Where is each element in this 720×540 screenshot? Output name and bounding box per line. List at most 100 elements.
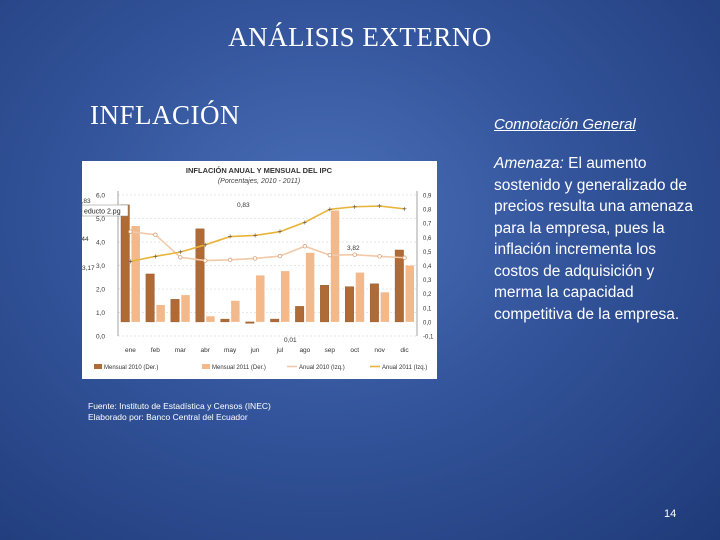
- threat-text: El aumento sostenido y generalizado de p…: [494, 155, 694, 323]
- left-tick-label: 6,0: [96, 193, 105, 200]
- bar-mensual-2011: [405, 265, 415, 322]
- point-anual-2011: +: [352, 202, 357, 211]
- point-anual-2010: [377, 254, 382, 259]
- point-anual-2011: +: [178, 248, 183, 257]
- point-anual-2011: +: [128, 257, 133, 266]
- bar-mensual-2011: [206, 316, 215, 322]
- point-anual-2010: [178, 255, 183, 260]
- category-label: ene: [125, 347, 136, 354]
- legend-label: Mensual 2010 (Der.): [104, 365, 158, 371]
- data-label: 3,17: [82, 265, 95, 272]
- category-label: oct: [350, 347, 359, 354]
- slide-subtitle: INFLACIÓN: [90, 100, 240, 130]
- bar-mensual-2011: [256, 275, 265, 322]
- connotation-label: Connotación General: [494, 116, 636, 133]
- chart-title: INFLACIÓN ANUAL Y MENSUAL DEL IPC: [186, 166, 333, 175]
- right-tick-label: 0,2: [423, 292, 432, 298]
- bar-mensual-2011: [380, 292, 390, 322]
- right-tick-label: 0,1: [423, 306, 432, 312]
- point-anual-2010: [128, 229, 133, 234]
- point-anual-2011: +: [402, 204, 407, 213]
- bar-mensual-2010: [394, 249, 404, 323]
- right-tick-label: 0,9: [423, 194, 432, 200]
- bar-mensual-2010: [295, 306, 305, 323]
- point-anual-2010: [252, 256, 258, 261]
- right-tick-label: 0,8: [423, 208, 432, 214]
- bar-mensual-2011: [305, 252, 315, 322]
- chart-subtitle: (Porcentajes, 2010 - 2011): [218, 178, 300, 185]
- left-tick-label: 1,0: [96, 310, 105, 317]
- left-tick-label: 2,0: [96, 287, 105, 294]
- threat-label: Amenaza:: [494, 155, 564, 172]
- data-label: 0,01: [284, 337, 297, 344]
- point-anual-2011: +: [253, 231, 258, 240]
- bar-mensual-2010: [270, 318, 280, 323]
- bar-mensual-2011: [355, 272, 365, 322]
- point-anual-2011: +: [153, 252, 158, 261]
- point-anual-2010: [352, 252, 357, 257]
- point-anual-2011: +: [278, 227, 283, 236]
- line-anual-2011: [130, 205, 405, 263]
- bar-mensual-2011: [131, 226, 140, 322]
- overlay-text: educto 2.pg: [84, 209, 121, 216]
- bar-mensual-2010: [320, 285, 329, 323]
- line-anual-2010: [130, 230, 405, 262]
- point-anual-2011: +: [203, 240, 208, 249]
- category-label: jul: [276, 347, 284, 354]
- right-tick-label: 0,5: [423, 250, 432, 256]
- left-tick-label: 5,0: [96, 216, 105, 223]
- page-number: 14: [664, 508, 677, 520]
- analysis-panel: Connotación General Amenaza: El aumento …: [494, 116, 694, 325]
- legend-swatch: [202, 364, 210, 369]
- point-anual-2010: [402, 255, 407, 260]
- point-anual-2010: [203, 258, 208, 263]
- left-tick-label: 3,0: [96, 263, 105, 270]
- legend-swatch: [94, 364, 102, 369]
- overlay-box: [82, 204, 129, 217]
- left-tick-label: 0,0: [96, 334, 105, 341]
- bar-mensual-2011: [231, 300, 240, 322]
- category-label: mar: [175, 347, 187, 354]
- source-line: Fuente: Instituto de Estadística y Censo…: [88, 401, 271, 411]
- bar-mensual-2011: [330, 210, 340, 322]
- slide-title: ANÁLISIS EXTERNO: [228, 22, 492, 52]
- bar-mensual-2010: [145, 273, 155, 323]
- bar-mensual-2010: [195, 228, 205, 323]
- bar-mensual-2011: [280, 271, 290, 322]
- data-label: 0,83: [82, 198, 91, 205]
- bar-mensual-2010: [345, 286, 354, 323]
- point-anual-2011: +: [228, 232, 233, 241]
- bar-mensual-2010: [369, 283, 379, 323]
- point-anual-2010: [327, 252, 332, 258]
- bar-mensual-2010: [170, 299, 180, 323]
- right-tick-label: -0,1: [423, 335, 434, 341]
- threat-paragraph: Amenaza: El aumento sostenido y generali…: [494, 153, 694, 325]
- source-note: Fuente: Instituto de Estadística y Censo…: [88, 401, 271, 423]
- right-tick-label: 0,7: [423, 222, 432, 228]
- point-anual-2011: +: [303, 218, 308, 227]
- category-label: may: [224, 347, 237, 354]
- data-label: 4,44: [82, 236, 89, 243]
- legend-label: Anual 2010 (Izq.): [299, 365, 345, 371]
- right-tick-label: 0,0: [423, 320, 432, 326]
- left-tick-label: 4,0: [96, 240, 105, 247]
- legend-label: Mensual 2011 (Der.): [212, 365, 266, 371]
- point-anual-2011: +: [327, 205, 332, 214]
- point-anual-2010: [153, 232, 158, 237]
- category-label: dic: [400, 347, 409, 354]
- author-line: Elaborado por: Banco Central del Ecuador: [88, 412, 248, 422]
- bar-mensual-2011: [156, 304, 165, 322]
- bar-mensual-2010: [220, 318, 230, 323]
- data-label: 3,82: [347, 245, 360, 252]
- point-anual-2010: [277, 253, 283, 259]
- category-label: sep: [325, 347, 336, 354]
- inflation-chart: INFLACIÓN ANUAL Y MENSUAL DEL IPC (Porcen…: [82, 161, 437, 379]
- legend-label: Anual 2011 (Izq.): [382, 365, 427, 371]
- category-label: jun: [250, 347, 260, 354]
- point-anual-2010: [227, 257, 233, 263]
- point-anual-2010: [302, 244, 308, 249]
- category-label: abr: [201, 347, 211, 354]
- data-label: 0,83: [237, 202, 250, 209]
- right-tick-label: 0,6: [423, 236, 432, 242]
- point-anual-2011: +: [377, 202, 382, 211]
